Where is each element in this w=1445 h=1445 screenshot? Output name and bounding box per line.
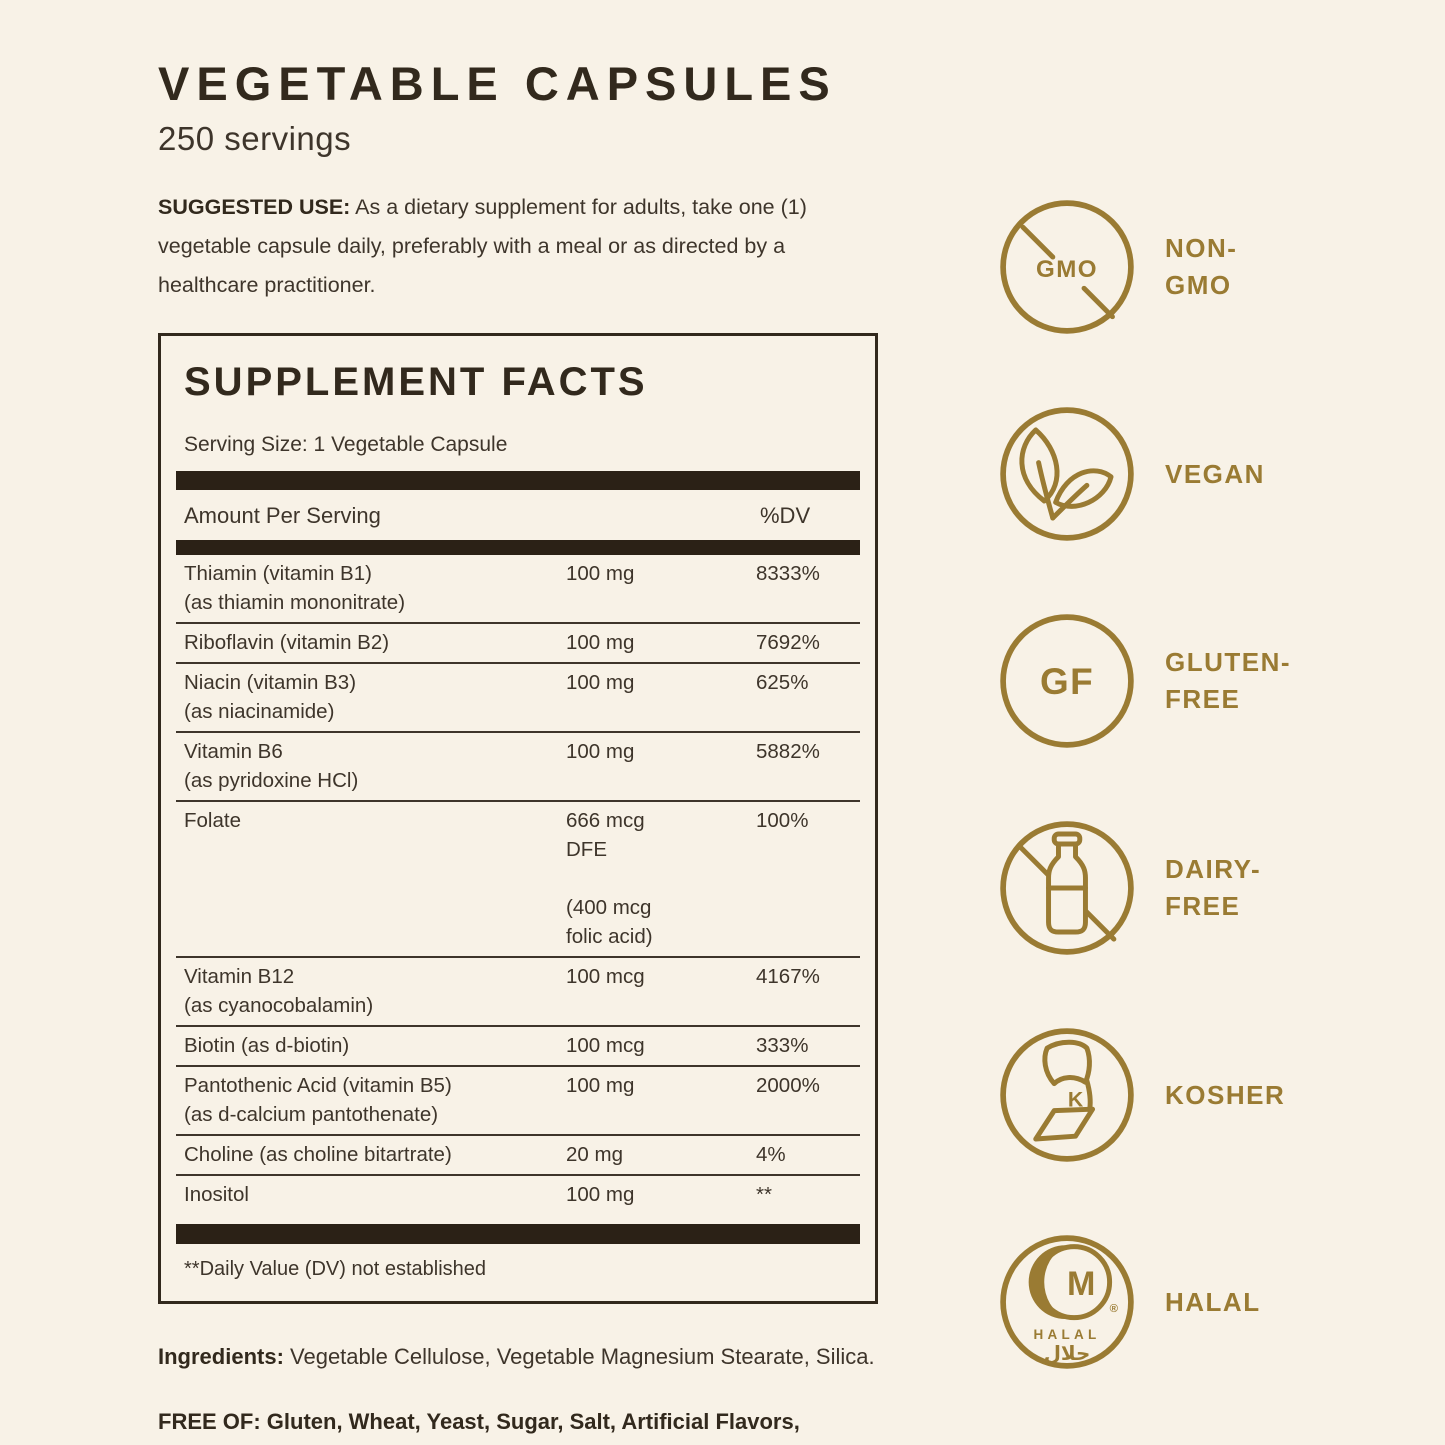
- suggested-use-text: As a dietary supplement for adults, take…: [158, 194, 807, 297]
- column-header-dv: %DV: [760, 503, 811, 529]
- supplement-facts-title: SUPPLEMENT FACTS: [184, 360, 648, 405]
- nutrient-name: Vitamin B12: [184, 965, 295, 989]
- nutrient-amount: 100 mg: [566, 671, 635, 695]
- ingredients-label: Ingredients:: [158, 1344, 284, 1370]
- nutrient-source: (as niacinamide): [184, 700, 335, 724]
- nutrient-source: (as cyanocobalamin): [184, 994, 374, 1018]
- ingredients-paragraph: Ingredients: Vegetable Cellulose, Vegeta…: [158, 1338, 880, 1377]
- table-header: Amount Per Serving %DV: [176, 490, 860, 540]
- nutrient-name: Pantothenic Acid (vitamin B5): [184, 1074, 452, 1098]
- nutrient-dv: 4%: [756, 1143, 786, 1167]
- ingredients-text: Vegetable Cellulose, Vegetable Magnesium…: [283, 1344, 875, 1370]
- badge-label-dairy-free: DAIRY- FREE: [1165, 854, 1262, 921]
- nutrient-name: Riboflavin (vitamin B2): [184, 631, 390, 655]
- nutrient-amount: 100 mg: [566, 562, 635, 586]
- svg-text:K: K: [1068, 1087, 1084, 1111]
- column-header-amount: Amount Per Serving: [184, 503, 381, 529]
- divider-bar-thin: [176, 540, 860, 556]
- table-row: Folate 666 mcg DFE (400 mcg folic acid) …: [176, 800, 860, 956]
- nutrient-dv: **: [756, 1183, 772, 1207]
- table-row: Thiamin (vitamin B1) (as thiamin mononitr…: [176, 555, 860, 622]
- badge-vegan: VEGAN: [996, 403, 1326, 545]
- table-row: Pantothenic Acid (vitamin B5) (as d-calci…: [176, 1065, 860, 1134]
- gmo-crossed-icon: GMO: [1000, 200, 1134, 334]
- halal-crescent-icon: M ® HALAL حلال: [1000, 1235, 1134, 1369]
- nutrient-table: Thiamin (vitamin B1) (as thiamin mononitr…: [176, 555, 860, 1214]
- svg-text:GMO: GMO: [1036, 256, 1098, 283]
- nutrient-name: Folate: [184, 809, 241, 833]
- table-row: Choline (as choline bitartrate) 20 mg 4%: [176, 1134, 860, 1174]
- badge-label-vegan: VEGAN: [1165, 458, 1265, 489]
- nutrient-amount: 100 mg: [566, 1074, 635, 1098]
- svg-text:GF: GF: [1040, 661, 1094, 702]
- page-title: VEGETABLE CAPSULES: [158, 57, 837, 110]
- table-row: Riboflavin (vitamin B2) 100 mg 7692%: [176, 622, 860, 662]
- nutrient-amount: 100 mg: [566, 1183, 635, 1207]
- serving-size: Serving Size: 1 Vegetable Capsule: [184, 433, 508, 457]
- table-row: Niacin (vitamin B3) (as niacinamide) 100 …: [176, 662, 860, 731]
- leaves-icon: [1000, 407, 1134, 541]
- table-row: Vitamin B6 (as pyridoxine HCl) 100 mg 588…: [176, 731, 860, 800]
- suggested-use-paragraph: SUGGESTED USE: As a dietary supplement f…: [158, 188, 880, 305]
- nutrient-amount: 20 mg: [566, 1143, 623, 1167]
- nutrient-name: Biotin (as d-biotin): [184, 1034, 350, 1058]
- servings-count: 250 servings: [158, 119, 352, 157]
- nutrient-amount: 100 mcg: [566, 965, 645, 989]
- divider-bar-bottom: [176, 1224, 860, 1245]
- nutrient-dv: 5882%: [756, 740, 820, 764]
- label-content-column: VEGETABLE CAPSULES 250 servings SUGGESTE…: [158, 58, 880, 1445]
- nutrient-source: (as thiamin mononitrate): [184, 591, 406, 615]
- nutrient-dv: 2000%: [756, 1074, 820, 1098]
- badge-non-gmo: GMO NON- GMO: [996, 196, 1326, 338]
- badge-dairy-free: DAIRY- FREE: [996, 817, 1326, 959]
- nutrient-name: Thiamin (vitamin B1): [184, 562, 372, 586]
- svg-text:HALAL: HALAL: [1034, 1327, 1101, 1342]
- table-row: Biotin (as d-biotin) 100 mcg 333%: [176, 1025, 860, 1065]
- badge-label-halal: HALAL: [1165, 1286, 1261, 1317]
- badge-label-kosher: KOSHER: [1165, 1079, 1286, 1110]
- dv-footnote: **Daily Value (DV) not established: [184, 1258, 487, 1281]
- table-row: Vitamin B12 (as cyanocobalamin) 100 mcg 4…: [176, 956, 860, 1025]
- nutrient-name: Niacin (vitamin B3): [184, 671, 357, 695]
- svg-text:®: ®: [1110, 1303, 1119, 1315]
- badge-gluten-free: GF GLUTEN- FREE: [996, 610, 1326, 752]
- svg-text:M: M: [1067, 1265, 1095, 1303]
- table-row: Inositol 100 mg **: [176, 1174, 860, 1214]
- badge-label-gluten-free: GLUTEN- FREE: [1165, 647, 1292, 714]
- badge-kosher: K KOSHER: [996, 1024, 1326, 1166]
- certification-badges-column: GMO NON- GMO VEGAN GF GLUTEN- FREE: [996, 196, 1326, 1438]
- kosher-k-icon: K: [1000, 1028, 1134, 1162]
- nutrient-dv: 625%: [756, 671, 809, 695]
- nutrient-amount: 100 mg: [566, 740, 635, 764]
- nutrient-name: Choline (as choline bitartrate): [184, 1143, 452, 1167]
- badge-label-non-gmo: NON- GMO: [1165, 233, 1238, 300]
- nutrient-dv: 4167%: [756, 965, 820, 989]
- nutrient-name: Inositol: [184, 1183, 249, 1207]
- nutrient-dv: 100%: [756, 809, 809, 833]
- supplement-facts-panel: SUPPLEMENT FACTS Serving Size: 1 Vegetab…: [158, 333, 878, 1305]
- nutrient-source: (as d-calcium pantothenate): [184, 1103, 439, 1127]
- free-of-text: Gluten, Wheat, Yeast, Sugar, Salt, Artif…: [266, 1408, 800, 1434]
- badge-halal: M ® HALAL حلال HALAL: [996, 1231, 1326, 1373]
- milk-bottle-crossed-icon: [1000, 821, 1134, 955]
- nutrient-amount: 100 mg: [566, 631, 635, 655]
- gf-circle-icon: GF: [1000, 614, 1134, 748]
- nutrient-source: (as pyridoxine HCl): [184, 769, 359, 793]
- nutrient-dv: 7692%: [756, 631, 820, 655]
- free-of-label: FREE OF:: [158, 1408, 261, 1434]
- nutrient-dv: 333%: [756, 1034, 809, 1058]
- nutrient-amount: 100 mcg: [566, 1034, 645, 1058]
- svg-text:حلال: حلال: [1044, 1343, 1091, 1365]
- nutrient-name: Vitamin B6: [184, 740, 283, 764]
- free-of-paragraph: FREE OF: Gluten, Wheat, Yeast, Sugar, Sa…: [158, 1403, 880, 1445]
- divider-bar-thick: [176, 471, 860, 491]
- nutrient-dv: 8333%: [756, 562, 820, 586]
- nutrient-amount: 666 mcg DFE (400 mcg folic acid): [566, 809, 653, 949]
- suggested-use-label: SUGGESTED USE:: [158, 194, 351, 219]
